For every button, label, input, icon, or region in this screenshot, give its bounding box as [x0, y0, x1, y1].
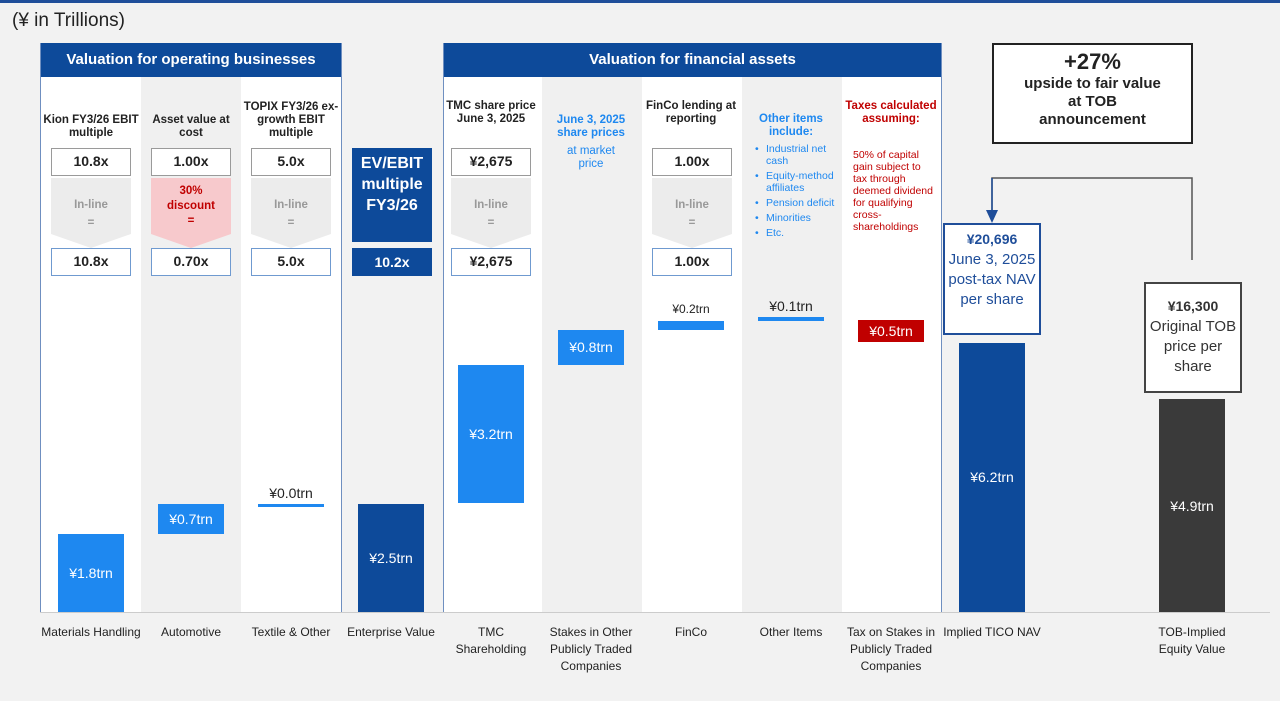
adjust-label: In-line [274, 199, 308, 211]
tax-note: 50% of capital gain subject to tax throu… [853, 149, 933, 233]
bar-label: ¥2.5trn [369, 549, 413, 566]
adjust-label: In-line [675, 199, 709, 211]
upside-text: upside to fair value at TOB announcement [1024, 75, 1161, 128]
bar-label: ¥0.0trn [269, 484, 313, 501]
op-input-multiple: 10.8x [51, 148, 131, 176]
upside-value: +27% [1064, 49, 1121, 74]
adjust-label: 30% discount [167, 185, 215, 212]
nav-callout: ¥20,696 June 3, 2025 post-tax NAV per sh… [943, 223, 1041, 335]
operating-header: Valuation for operating businesses [41, 43, 341, 77]
connector-arrow [986, 177, 1193, 260]
bar-segment: ¥0.7trn [158, 503, 224, 534]
category-label: Materials Handling [41, 625, 141, 639]
category-label: Textile & Other [251, 625, 331, 639]
adjust-label: In-line [474, 199, 508, 211]
op-output-multiple: 5.0x [251, 248, 331, 276]
other-item: Industrial net cash [752, 143, 842, 167]
category-label: Other Items [759, 625, 823, 639]
other-items-list: Industrial net cash Equity-method affilia… [752, 143, 842, 242]
bar-segment [758, 316, 824, 322]
tmc-adjust: In-line = [451, 178, 531, 248]
op-adjustment: In-line = [51, 178, 131, 248]
other-item: Pension deficit [752, 197, 842, 209]
bar-tax: ¥0.5trn [858, 320, 924, 342]
equals-sign: = [87, 217, 95, 229]
bar-label: ¥0.1trn [769, 297, 813, 314]
op-adjustment: In-line = [251, 178, 331, 248]
arrow-head-icon [986, 210, 998, 223]
equals-sign: = [487, 217, 495, 229]
tmc-input: ¥2,675 [451, 148, 531, 176]
nav-text: June 3, 2025 post-tax NAV per share [948, 251, 1036, 308]
other-item: Etc. [752, 227, 842, 239]
tob-value: ¥16,300 [1167, 298, 1219, 314]
finco-adjust: In-line = [652, 178, 732, 248]
bar-label: ¥0.2trn [672, 302, 710, 317]
bar-segment: ¥1.8trn [58, 533, 124, 612]
op-column-title: Asset value at cost [152, 114, 230, 139]
category-label: Stakes in Other Publicly Traded Companie… [549, 625, 633, 673]
bar-segment: ¥2.5trn [358, 503, 424, 612]
op-column-title: TOPIX FY3/26 ex-growth EBIT multiple [243, 101, 339, 139]
bar-segment [658, 321, 724, 330]
tmc-title: TMC share price June 3, 2025 [446, 100, 536, 125]
baseline [40, 612, 1270, 613]
ev-ebit-value: 10.2x [352, 248, 432, 276]
financial-header: Valuation for financial assets [444, 43, 941, 77]
other-item: Minorities [752, 212, 842, 224]
finco-title: FinCo lending at reporting [645, 100, 737, 125]
op-column-title: Kion FY3/26 EBIT multiple [43, 114, 139, 139]
unit-label: (¥ in Trillions) [12, 10, 125, 31]
other-title: Other items include: [759, 113, 823, 138]
tax-title: Taxes calculated assuming: [845, 100, 937, 125]
equals-sign: = [688, 217, 696, 229]
stakes-sub: at market price [567, 145, 615, 170]
bar-label: ¥0.8trn [569, 339, 613, 356]
op-output-multiple: 10.8x [51, 248, 131, 276]
bar-label: ¥0.7trn [169, 510, 213, 527]
bar-label: ¥3.2trn [469, 426, 513, 443]
category-label: Implied TICO NAV [943, 625, 1041, 639]
category-label: TMC Shareholding [455, 625, 527, 656]
finco-output: 1.00x [652, 248, 732, 276]
equals-sign: = [287, 217, 295, 229]
category-label: TOB-Implied Equity Value [1158, 625, 1226, 656]
bar-segment: ¥0.8trn [558, 329, 624, 365]
op-input-multiple: 5.0x [251, 148, 331, 176]
bar-label: ¥4.9trn [1170, 497, 1214, 514]
other-item: Equity-method affiliates [752, 170, 842, 194]
ev-ebit-title: EV/EBIT multiple FY3/26 [352, 148, 432, 242]
finco-input: 1.00x [652, 148, 732, 176]
bar-segment [258, 503, 324, 507]
tmc-output: ¥2,675 [451, 248, 531, 276]
category-label: Automotive [160, 625, 222, 639]
bar-label: ¥0.5trn [869, 323, 913, 339]
upside-callout: +27% upside to fair value at TOB announc… [992, 43, 1193, 144]
stakes-title: June 3, 2025 share prices [556, 114, 626, 139]
op-adjustment: 30% discount = [151, 178, 231, 248]
op-input-multiple: 1.00x [151, 148, 231, 176]
bar-segment: ¥4.9trn [1159, 399, 1225, 612]
tob-text: Original TOB price per share [1149, 318, 1237, 375]
nav-value: ¥20,696 [966, 231, 1018, 247]
category-label: FinCo [674, 625, 707, 639]
bar-segment: ¥6.2trn [959, 342, 1025, 612]
tob-callout: ¥16,300 Original TOB price per share [1144, 282, 1242, 393]
equals-sign: = [187, 215, 195, 227]
top-rule [0, 0, 1280, 3]
category-label: Tax on Stakes in Publicly Traded Compani… [846, 625, 936, 673]
op-output-multiple: 0.70x [151, 248, 231, 276]
bar-segment: ¥3.2trn [458, 364, 524, 504]
category-label: Enterprise Value [347, 625, 435, 639]
bar-label: ¥6.2trn [970, 469, 1014, 486]
bar-label: ¥1.8trn [69, 564, 113, 581]
adjust-label: In-line [74, 199, 108, 211]
